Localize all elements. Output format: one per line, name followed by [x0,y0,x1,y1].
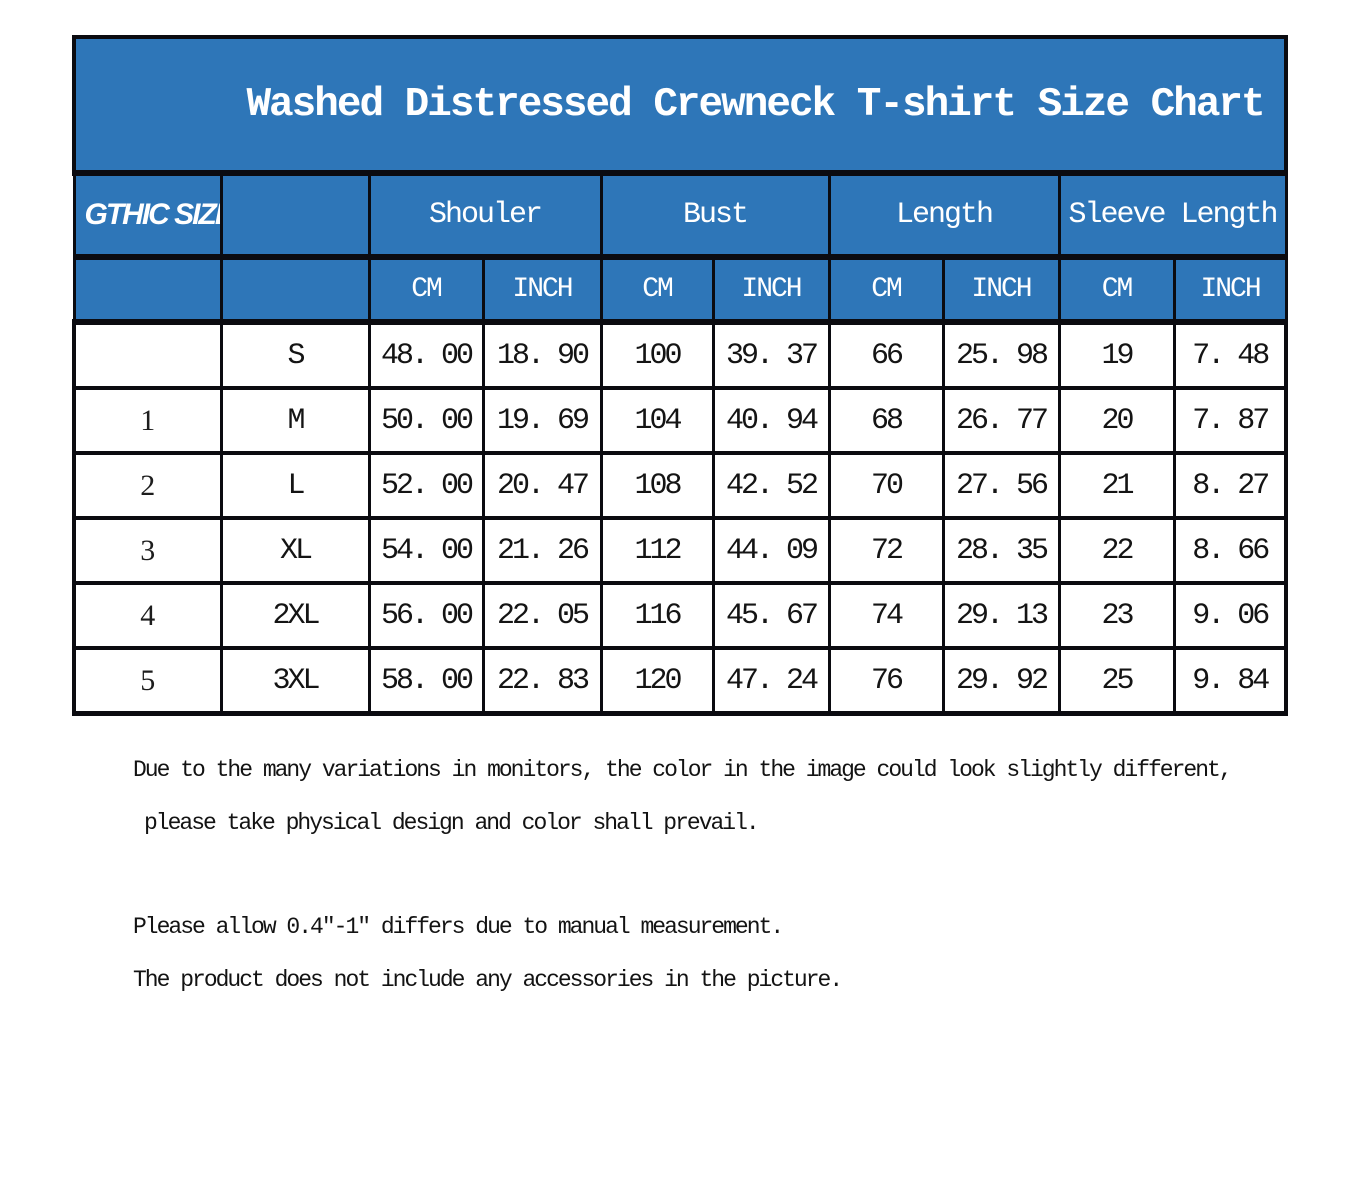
table-cell: 21 [1057,451,1176,520]
table-cell: 50. 00 [367,386,485,455]
disclaimer-line: Due to the many variations in monitors, … [133,757,1233,783]
table-cell: 28. 35 [941,516,1061,585]
row-number: 1 [72,386,223,455]
size-chart-table: Washed Distressed Crewneck T-shirt Size … [71,35,1289,716]
table-cell: 23 [1057,581,1176,650]
table-cell: 27. 56 [941,451,1061,520]
column-group-row: GTHIC SIZE Shouler Bust Length Sleeve Le… [72,171,1288,260]
row-number [72,320,223,390]
size-row-2xl: 4 2XL 56. 00 22. 05 116 45. 67 74 29. 13… [72,581,1289,650]
disclaimer-line: Please allow 0.4"-1" differs due to manu… [133,914,784,940]
title-row: Washed Distressed Crewneck T-shirt Size … [71,35,1289,176]
table-cell: 108 [599,451,715,520]
table-cell: 72 [827,516,945,585]
size-row-3xl: 5 3XL 58. 00 22. 83 120 47. 24 76 29. 92… [72,646,1289,716]
column-group-length: Length [827,171,1061,260]
table-cell: 66 [827,320,945,390]
unit-header-sleeve-cm: CM [1057,255,1176,325]
blank-header-cell [219,171,371,260]
table-cell: 54. 00 [367,516,485,585]
size-row-m: 1 M 50. 00 19. 69 104 40. 94 68 26. 77 2… [72,386,1289,455]
measurement-disclaimer: Please allow 0.4"-1" differs due to manu… [133,901,843,1007]
table-cell: 7. 87 [1172,386,1289,455]
size-label: L [219,451,371,520]
table-cell: 8. 66 [1172,516,1289,585]
table-cell: 100 [599,320,715,390]
size-label: M [219,386,371,455]
size-label: 3XL [219,646,371,716]
table-cell: 25. 98 [941,320,1061,390]
size-label: XL [219,516,371,585]
table-cell: 29. 92 [941,646,1061,716]
table-cell: 29. 13 [941,581,1061,650]
column-group-sleeve-length: Sleeve Length [1057,171,1288,260]
unit-header-sleeve-inch: INCH [1172,255,1288,325]
table-cell: 20 [1057,386,1176,455]
size-label: S [219,320,371,390]
row-number: 2 [72,451,223,520]
table-cell: 19 [1057,320,1176,390]
brand-size-label: GTHIC SIZE [72,171,223,260]
table-cell: 74 [827,581,945,650]
table-cell: 22 [1057,516,1176,585]
size-row-s: S 48. 00 18. 90 100 39. 37 66 25. 98 19 … [72,320,1289,390]
table-cell: 76 [827,646,945,716]
page-title: Washed Distressed Crewneck T-shirt Size … [71,35,1289,176]
blank-unit-cell [72,255,223,325]
disclaimer-line: please take physical design and color sh… [144,810,760,836]
table-cell: 45. 67 [711,581,831,650]
table-cell: 112 [599,516,715,585]
row-number: 5 [72,646,223,716]
unit-header-shoulder-inch: INCH [481,255,603,325]
column-group-shoulder: Shouler [367,171,603,260]
table-cell: 21. 26 [481,516,603,585]
table-cell: 104 [599,386,715,455]
size-row-l: 2 L 52. 00 20. 47 108 42. 52 70 27. 56 2… [72,451,1289,520]
column-group-bust: Bust [599,171,831,260]
monitor-disclaimer: Due to the many variations in monitors, … [133,744,1233,850]
unit-header-bust-cm: CM [599,255,715,325]
table-cell: 19. 69 [481,386,603,455]
blank-unit-cell [219,255,371,325]
size-row-xl: 3 XL 54. 00 21. 26 112 44. 09 72 28. 35 … [72,516,1289,585]
table-cell: 68 [827,386,945,455]
row-number: 3 [72,516,223,585]
table-cell: 9. 06 [1172,581,1289,650]
size-label: 2XL [219,581,371,650]
unit-header-length-inch: INCH [941,255,1061,325]
table-cell: 39. 37 [711,320,831,390]
table-cell: 18. 90 [481,320,603,390]
table-cell: 40. 94 [711,386,831,455]
unit-header-shoulder-cm: CM [367,255,485,325]
table-cell: 25 [1057,646,1176,716]
table-cell: 44. 09 [711,516,831,585]
table-cell: 22. 05 [481,581,603,650]
unit-header-length-cm: CM [827,255,945,325]
unit-header-bust-inch: INCH [711,255,831,325]
table-cell: 26. 77 [941,386,1061,455]
table-cell: 56. 00 [367,581,485,650]
unit-header-row: CM INCH CM INCH CM INCH CM INCH [72,255,1288,325]
table-cell: 120 [599,646,715,716]
table-cell: 8. 27 [1172,451,1289,520]
table-cell: 47. 24 [711,646,831,716]
table-cell: 42. 52 [711,451,831,520]
table-cell: 52. 00 [367,451,485,520]
table-cell: 22. 83 [481,646,603,716]
row-number: 4 [72,581,223,650]
table-cell: 9. 84 [1172,646,1289,716]
table-cell: 7. 48 [1172,320,1289,390]
table-cell: 48. 00 [367,320,485,390]
table-cell: 58. 00 [367,646,485,716]
disclaimer-line: The product does not include any accesso… [133,967,843,993]
table-cell: 116 [599,581,715,650]
table-cell: 70 [827,451,945,520]
table-cell: 20. 47 [481,451,603,520]
